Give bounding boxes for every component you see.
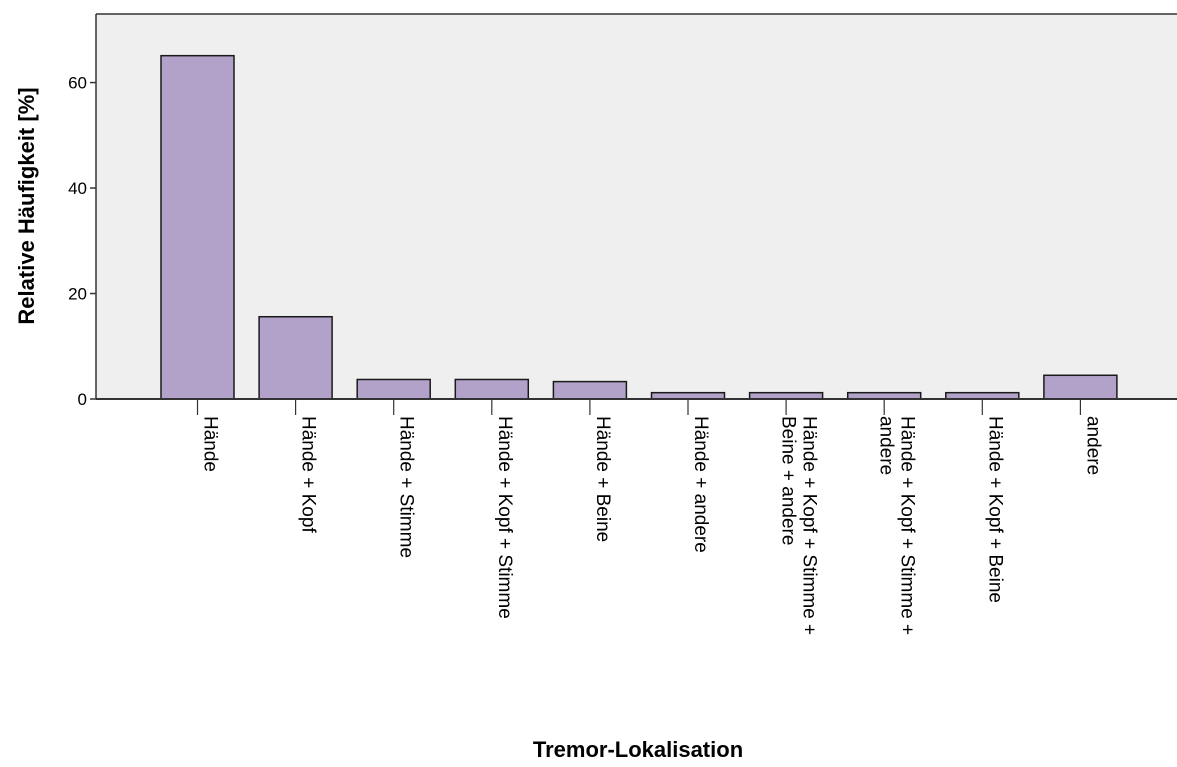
- x-tick-label: Hände + Beine: [592, 416, 613, 542]
- y-tick-label: 20: [68, 285, 87, 304]
- x-tick-label: andere: [876, 416, 897, 475]
- x-tick-label: Hände + Kopf + Beine: [984, 416, 1005, 603]
- bar: [160, 54, 235, 400]
- bar: [1043, 374, 1118, 400]
- x-axis-title: Tremor-Lokalisation: [533, 737, 743, 762]
- bar-group: [160, 54, 1118, 400]
- x-tick-label: Hände + andere: [690, 416, 711, 553]
- y-tick-label: 60: [68, 74, 87, 93]
- bar: [552, 380, 628, 400]
- bar: [454, 378, 530, 400]
- plot-area: [96, 14, 1177, 399]
- x-tick-label: Hände + Kopf + Stimme +: [799, 416, 820, 635]
- x-tick-label: Beine + andere: [778, 416, 799, 545]
- x-tick-label: Hände + Kopf + Stimme +: [897, 416, 918, 635]
- bar: [356, 378, 431, 400]
- x-axis: Hände Hände + Kopf Hände + Stimme Hände + K…: [96, 398, 1177, 635]
- x-tick-label: Hände: [200, 416, 221, 472]
- y-axis: 0 20 40 60: [68, 13, 1177, 409]
- y-tick-label: 40: [68, 179, 87, 198]
- y-tick-label: 0: [78, 390, 87, 409]
- x-tick-label: Hände + Kopf + Stimme: [494, 416, 515, 619]
- x-tick-label: Hände + Kopf: [298, 416, 319, 533]
- bar: [258, 315, 333, 400]
- x-tick-label: Hände + Stimme: [396, 416, 417, 558]
- y-axis-title: Relative Häufigkeit [%]: [14, 87, 39, 324]
- x-tick-label: andere: [1082, 416, 1103, 475]
